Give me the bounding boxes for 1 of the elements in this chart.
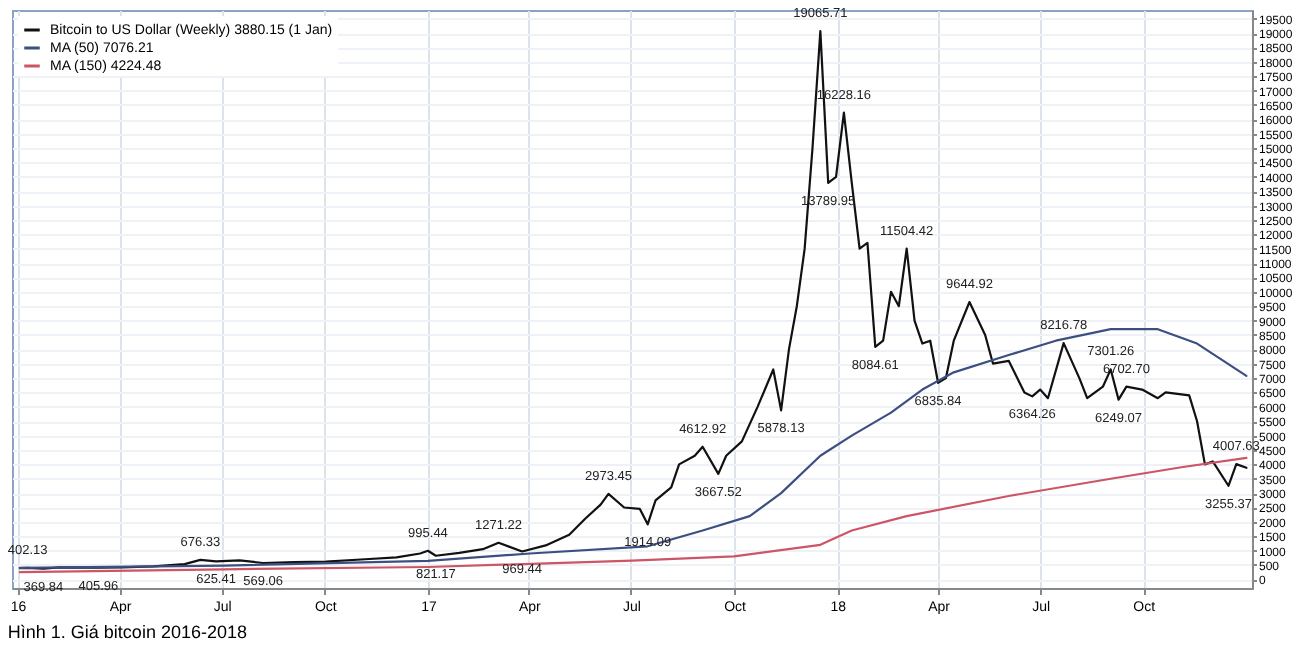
text: Hình 1. Giá bitcoin 2016-2018 [7, 622, 247, 642]
